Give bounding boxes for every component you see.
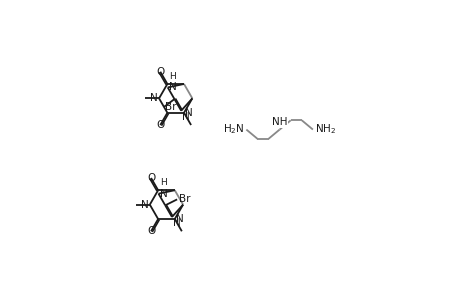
Text: NH$_2$: NH$_2$ (314, 123, 335, 136)
Text: H$_2$N: H$_2$N (223, 123, 244, 136)
Text: O: O (146, 173, 155, 183)
Text: N: N (168, 82, 176, 92)
Text: N: N (150, 93, 157, 103)
Text: NH: NH (271, 117, 287, 127)
Text: O: O (156, 67, 164, 77)
Text: Br: Br (178, 194, 190, 204)
Text: H: H (168, 72, 175, 81)
Text: Br: Br (165, 102, 176, 112)
Text: O: O (146, 226, 155, 236)
Text: O: O (156, 120, 164, 130)
Text: H: H (159, 178, 166, 187)
Text: N: N (175, 214, 183, 224)
Text: N: N (182, 112, 190, 122)
Text: N: N (185, 108, 192, 118)
Text: N: N (159, 189, 167, 199)
Text: N: N (140, 200, 148, 210)
Text: N: N (173, 218, 180, 228)
